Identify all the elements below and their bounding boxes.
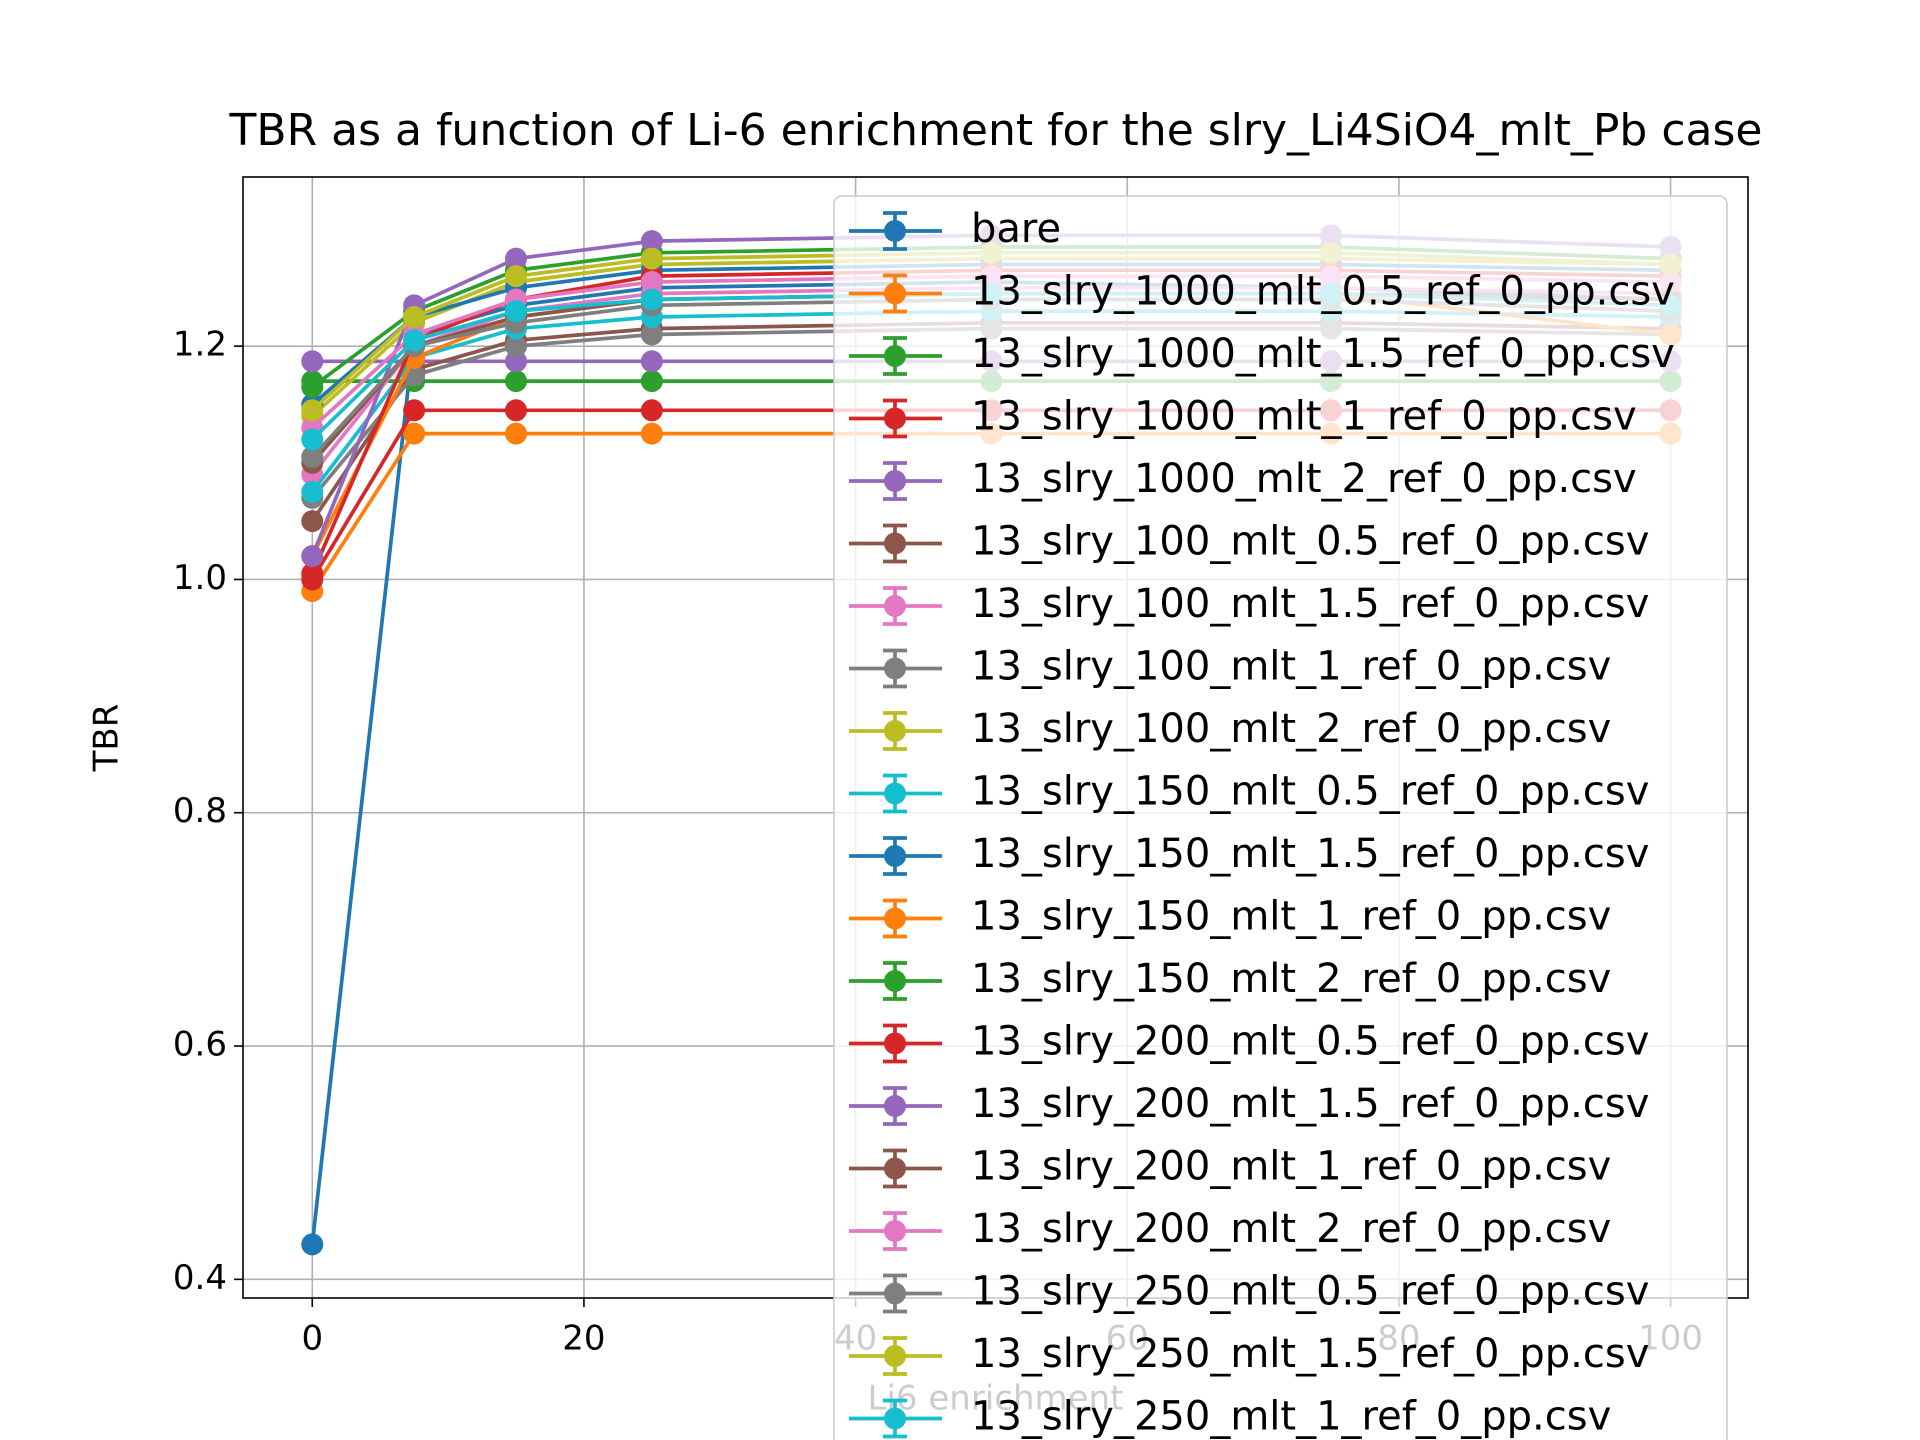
data-point — [301, 545, 324, 568]
legend-label: 13_slry_150_mlt_1_ref_0_pp.csv — [971, 894, 1611, 940]
y-tick-label: 1.2 — [173, 325, 227, 365]
chart-title: TBR as a function of Li-6 enrichment for… — [229, 105, 1763, 156]
data-point — [301, 428, 324, 451]
data-point — [505, 399, 528, 422]
legend-label: 13_slry_200_mlt_1_ref_0_pp.csv — [971, 1144, 1611, 1190]
data-point — [403, 422, 426, 445]
legend-marker — [884, 1407, 906, 1430]
legend-marker — [884, 282, 906, 305]
legend-marker — [884, 1095, 906, 1117]
legend-label: 13_slry_250_mlt_1_ref_0_pp.csv — [971, 1394, 1611, 1440]
data-point — [301, 375, 324, 398]
data-point — [301, 399, 324, 422]
data-point — [640, 230, 663, 253]
legend-label: 13_slry_200_mlt_0.5_ref_0_pp.csv — [971, 1019, 1649, 1065]
data-point — [640, 323, 663, 346]
legend-label: 13_slry_100_mlt_0.5_ref_0_pp.csv — [971, 519, 1649, 565]
data-point — [403, 305, 426, 328]
legend-label: bare — [971, 206, 1061, 252]
data-point — [301, 1233, 324, 1256]
legend-label: 13_slry_150_mlt_2_ref_0_pp.csv — [971, 956, 1611, 1002]
data-point — [403, 329, 426, 352]
legend-label: 13_slry_200_mlt_2_ref_0_pp.csv — [971, 1206, 1611, 1252]
legend-marker — [884, 345, 906, 367]
x-tick-label: 0 — [301, 1319, 323, 1359]
data-point — [505, 247, 528, 270]
data-point — [640, 350, 663, 373]
data-point — [301, 350, 324, 373]
data-point — [505, 350, 528, 373]
data-point — [640, 370, 663, 393]
data-point — [640, 399, 663, 422]
legend-label: 13_slry_150_mlt_0.5_ref_0_pp.csv — [971, 769, 1649, 815]
legend-marker — [884, 1282, 906, 1305]
data-point — [403, 399, 426, 422]
data-point — [505, 335, 528, 358]
y-tick-label: 0.4 — [173, 1258, 227, 1298]
data-point — [640, 270, 663, 293]
legend-label: 13_slry_200_mlt_1.5_ref_0_pp.csv — [971, 1081, 1649, 1127]
legend-marker — [884, 407, 906, 430]
data-point — [301, 562, 324, 585]
legend-label: 13_slry_100_mlt_2_ref_0_pp.csv — [971, 706, 1611, 752]
legend-marker — [884, 1345, 906, 1367]
legend-marker — [884, 720, 906, 742]
legend-marker — [884, 782, 906, 805]
legend-marker — [884, 1032, 906, 1055]
y-tick-label: 1.0 — [173, 558, 227, 598]
legend-label: 13_slry_250_mlt_1.5_ref_0_pp.csv — [971, 1331, 1649, 1377]
legend: bare 13_slry_1000_mlt_0.5_ref_0_pp.csv 13_… — [833, 195, 1728, 1440]
data-point — [505, 370, 528, 393]
legend-marker — [884, 595, 906, 617]
data-point — [640, 422, 663, 445]
legend-label: 13_slry_1000_mlt_1_ref_0_pp.csv — [971, 394, 1637, 440]
y-tick-label: 0.8 — [173, 791, 227, 831]
y-axis-label: TBR — [87, 704, 127, 773]
legend-label: 13_slry_1000_mlt_1.5_ref_0_pp.csv — [971, 331, 1675, 377]
legend-marker — [884, 1157, 906, 1180]
legend-marker — [884, 532, 906, 555]
legend-marker — [884, 220, 906, 242]
legend-box — [833, 195, 1728, 1440]
y-tick-label: 0.6 — [173, 1025, 227, 1065]
data-point — [301, 445, 324, 468]
legend-marker — [884, 1220, 906, 1242]
legend-label: 13_slry_1000_mlt_0.5_ref_0_pp.csv — [971, 269, 1675, 315]
data-point — [505, 422, 528, 445]
data-point — [505, 300, 528, 323]
data-point — [505, 265, 528, 288]
legend-label: 13_slry_100_mlt_1_ref_0_pp.csv — [971, 644, 1611, 690]
legend-label: 13_slry_250_mlt_0.5_ref_0_pp.csv — [971, 1269, 1649, 1315]
legend-marker — [884, 970, 906, 992]
legend-marker — [884, 907, 906, 930]
data-point — [640, 288, 663, 311]
legend-marker — [884, 470, 906, 492]
legend-label: 13_slry_100_mlt_1.5_ref_0_pp.csv — [971, 581, 1649, 627]
x-tick-label: 20 — [562, 1319, 605, 1359]
legend-marker — [884, 845, 906, 867]
legend-label: 13_slry_1000_mlt_2_ref_0_pp.csv — [971, 456, 1637, 502]
data-point — [640, 247, 663, 270]
legend-label: 13_slry_150_mlt_1.5_ref_0_pp.csv — [971, 831, 1649, 877]
data-point — [301, 480, 324, 503]
data-point — [301, 510, 324, 533]
legend-marker — [884, 657, 906, 680]
